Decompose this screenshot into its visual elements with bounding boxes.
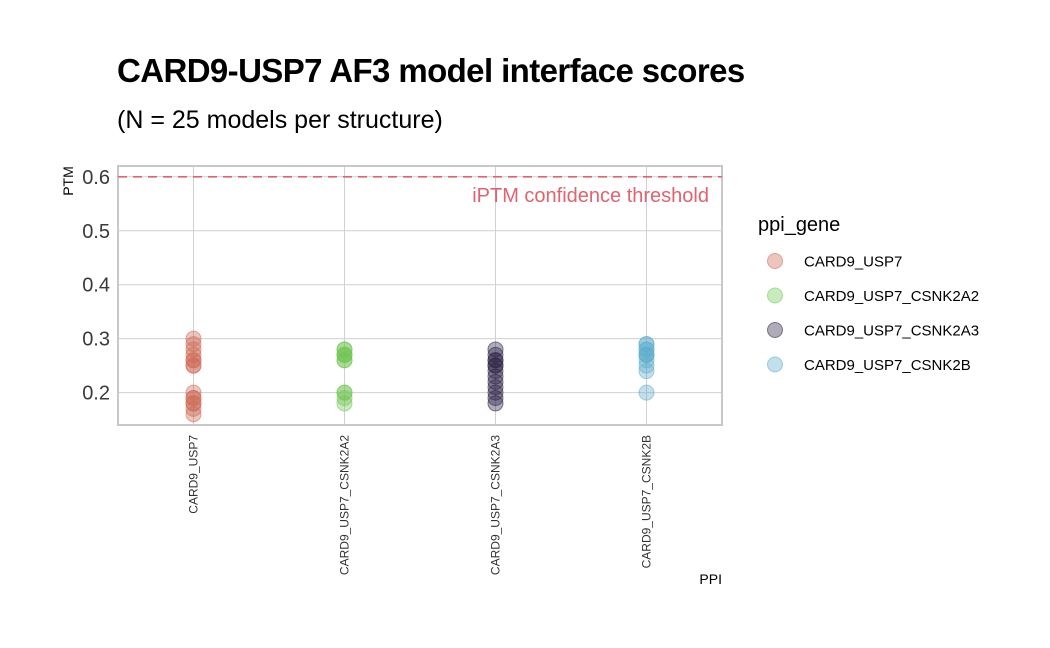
y-tick-label: 0.4 (82, 275, 110, 297)
data-point-card9-usp7-csnk2a2 (336, 346, 353, 363)
x-tick-label: CARD9_USP7 (187, 435, 201, 514)
legend-swatch-card9-usp7-csnk2a2 (767, 287, 783, 304)
x-axis-ticks: CARD9_USP7 CARD9_USP7_CSNK2A2 CARD9_USP7_C… (187, 435, 654, 575)
data-point-card9-usp7-csnk2a3 (487, 395, 504, 412)
points-layer (185, 330, 655, 423)
y-tick-label: 0.6 (82, 167, 110, 189)
data-point-card9-usp7-csnk2a2 (336, 352, 353, 369)
x-tick-label: CARD9_USP7_CSNK2A3 (489, 435, 503, 575)
y-tick-label: 0.3 (82, 329, 110, 351)
legend-swatch-card9-usp7 (767, 253, 783, 269)
legend-label-card9-usp7: CARD9_USP7 (804, 254, 902, 271)
data-point-card9-usp7 (185, 406, 202, 423)
legend-swatch-card9-usp7-csnk2b (767, 356, 783, 373)
x-axis-title: PPI (699, 571, 722, 587)
threshold-label: iPTM confidence threshold (472, 185, 709, 207)
legend: ppi_gene CARD9_USP7 CARD9_USP7_CSNK2A2 CAR… (758, 214, 979, 374)
data-point-card9-usp7 (185, 352, 202, 369)
x-tick-label: CARD9_USP7_CSNK2A2 (338, 435, 352, 575)
data-point-card9-usp7 (185, 357, 202, 374)
data-point-card9-usp7 (185, 400, 202, 417)
data-point-card9-usp7-csnk2b (638, 384, 655, 401)
chart-title: CARD9-USP7 AF3 model interface scores (117, 52, 745, 89)
legend-title: ppi_gene (758, 214, 840, 236)
chart-subtitle: (N = 25 models per structure) (117, 106, 443, 134)
data-point-card9-usp7-csnk2b (638, 357, 655, 374)
grid-layer (118, 166, 722, 425)
data-point-card9-usp7-csnk2a2 (336, 390, 353, 407)
y-tick-label: 0.5 (82, 221, 110, 243)
y-axis-ticks: 0.2 0.3 0.4 0.5 0.6 (82, 167, 110, 405)
data-point-card9-usp7-csnk2a2 (336, 395, 353, 412)
data-point-card9-usp7-csnk2b (638, 363, 655, 380)
x-tick-label: CARD9_USP7_CSNK2B (640, 435, 654, 568)
legend-label-card9-usp7-csnk2a3: CARD9_USP7_CSNK2A3 (804, 323, 979, 340)
y-axis-title: PTM (60, 166, 76, 196)
y-tick-label: 0.2 (82, 383, 110, 405)
legend-label-card9-usp7-csnk2a2: CARD9_USP7_CSNK2A2 (804, 288, 979, 305)
legend-swatch-card9-usp7-csnk2a3 (767, 322, 783, 338)
plot-border (117, 165, 723, 426)
legend-label-card9-usp7-csnk2b: CARD9_USP7_CSNK2B (804, 357, 971, 374)
data-point-card9-usp7-csnk2a3 (487, 390, 504, 407)
